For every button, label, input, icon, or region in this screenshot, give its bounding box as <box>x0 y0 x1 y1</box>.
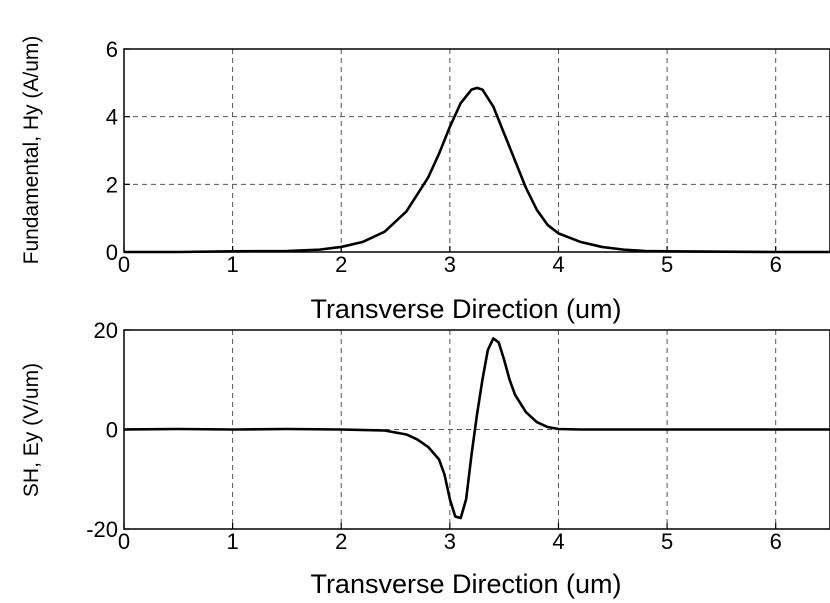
panel-top-xtick-label-0: 0 <box>118 252 130 277</box>
panel-top-xtick-label-6: 6 <box>770 252 782 277</box>
panel-top: 0 1 2 3 4 5 6 0 2 4 6 Transverse Direction (um) Fu… <box>20 36 830 324</box>
panel-bottom-xtick-label-6: 6 <box>770 529 782 554</box>
panel-bottom-xtick-label-2: 2 <box>335 529 347 554</box>
panel-bottom-xtick-label-1: 1 <box>226 529 238 554</box>
panel-top-xtick-label-3: 3 <box>444 252 456 277</box>
panel-top-ylabel: Fundamental, Hy (A/um) <box>20 36 43 265</box>
panel-bottom-series-line <box>123 337 830 520</box>
panel-bottom-xtick-label-4: 4 <box>552 529 564 554</box>
panel-top-xlabel: Transverse Direction (um) <box>310 294 621 324</box>
panel-top-xtick-label-2: 2 <box>335 252 347 277</box>
panel-bottom-ylabel: SH, Ey (V/um) <box>20 363 43 497</box>
panel-bottom-ytick-label-0: -20 <box>86 517 118 542</box>
panel-bottom-xtick-label-0: 0 <box>118 529 130 554</box>
panel-top-ytick-label-0: 0 <box>106 240 118 265</box>
panel-bottom-xtick-label-3: 3 <box>444 529 456 554</box>
panel-bottom-xtick-label-5: 5 <box>661 529 673 554</box>
panel-top-xtick-label-5: 5 <box>661 252 673 277</box>
panel-top-ytick-label-1: 2 <box>106 172 118 197</box>
panel-top-ytick-label-2: 4 <box>106 105 118 130</box>
panel-top-grid <box>124 49 830 252</box>
panel-bottom-xlabel: Transverse Direction (um) <box>310 569 621 599</box>
panel-bottom-ytick-label-1: 0 <box>106 418 118 443</box>
panel-top-xtick-label-4: 4 <box>552 252 564 277</box>
panel-bottom-ytick-label-2: 20 <box>94 318 118 343</box>
panel-top-ytick-label-3: 6 <box>106 37 118 62</box>
panel-top-xtick-label-1: 1 <box>226 252 238 277</box>
panel-top-axes-box <box>123 48 830 253</box>
panel-top-ticks: 0 1 2 3 4 5 6 0 2 4 6 <box>106 37 782 277</box>
